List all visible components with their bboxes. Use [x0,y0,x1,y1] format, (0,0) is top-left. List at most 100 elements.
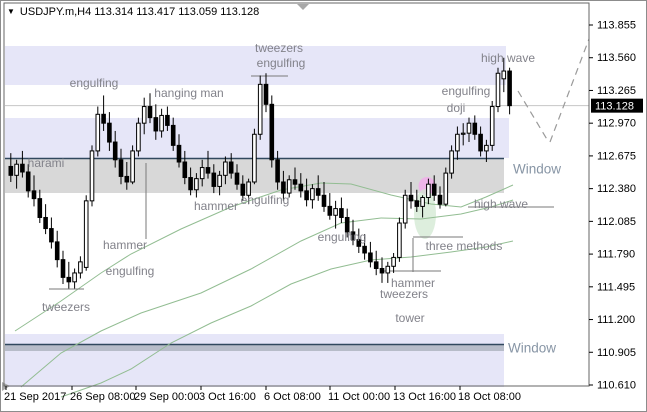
ma-medium-line [20,199,514,388]
pattern-label[interactable]: engulfing [318,230,367,244]
plot-frame [3,2,590,387]
candle-bull [194,178,199,191]
candle-bull [199,167,205,180]
candle-bear [281,181,286,194]
candle-bull [460,132,466,135]
candle-bull [426,183,431,199]
candle-bear [170,124,176,146]
candle-bear [54,241,60,261]
candle-bear [176,144,182,163]
time-axis-label[interactable]: 29 Sep 00:00 [134,391,199,403]
time-axis-label[interactable]: 13 Oct 16:00 [393,391,456,403]
pattern-label[interactable]: hammer [194,199,238,213]
candle-bear [292,179,298,185]
candle-bull [333,208,338,216]
symbol-dropdown-icon[interactable]: ▼ [7,7,15,16]
candle-bear [356,239,362,247]
price-axis-label: 112.380 [597,183,636,195]
candle-bear [275,159,280,183]
pattern-label[interactable]: engulfing [241,193,290,207]
pattern-label[interactable]: engulfing [106,264,155,278]
time-axis-label[interactable]: 21 Sep 2017 [4,391,66,403]
candle-bear [66,276,72,283]
price-axis-label: 113.560 [597,52,636,64]
time-axis-label[interactable]: 3 Oct 16:00 [199,391,256,403]
candle-bear [379,268,385,274]
pattern-label[interactable]: engulfing [70,76,119,90]
candle-bear [408,194,414,202]
candle-bull [420,197,425,207]
candle-bull [257,83,263,135]
pattern-label[interactable]: high wave [474,197,528,211]
candle-bull [246,181,251,196]
candle-bull [223,161,228,176]
candle-bear [315,188,321,196]
window-band-bottom-stripe [5,345,504,351]
candle-bear [118,159,124,177]
pattern-label[interactable]: engulfing [257,56,306,70]
candle-bear [228,161,234,174]
candle-bear [60,259,66,278]
candle-bull [310,188,315,201]
candle-bull [402,194,408,224]
candle-bull [391,256,396,267]
pattern-label[interactable]: tweezers [42,300,90,314]
price-axis-label: 113.265 [597,85,636,97]
projection-down[interactable] [517,90,549,142]
candle-bear [327,205,333,216]
candle-bull [489,106,495,146]
candle-bull [252,133,257,183]
pattern-label[interactable]: hammer [391,276,435,290]
pattern-label[interactable]: engulfing [442,84,491,98]
projection-up[interactable] [549,38,590,143]
chart-shift-marker[interactable] [297,4,309,10]
pattern-label[interactable]: three methods [426,239,503,253]
candle-bull [130,150,135,183]
time-axis-label[interactable]: 26 Sep 08:00 [70,391,135,403]
pattern-label[interactable]: tweezers [255,41,303,55]
candle-bull [495,72,501,108]
current-price-badge-text: 113.128 [595,101,634,113]
candle-bull [89,150,95,202]
price-axis-label: 111.790 [597,249,635,261]
time-axis-label[interactable]: 11 Oct 00:00 [328,391,390,403]
pattern-label[interactable]: high wave [481,51,535,65]
candle-bear [112,141,118,161]
candle-bull [501,70,507,80]
candle-bear [234,172,240,185]
candle-bear [373,261,379,270]
candle-bull [159,114,164,132]
candle-bear [298,183,304,192]
window-band-mid [5,118,509,158]
candle-bear [240,183,246,196]
symbol-header: ▼ USDJPY.m,H4 113.314 113.417 113.059 11… [7,6,259,18]
pattern-label[interactable]: hanging man [154,86,223,100]
window-label[interactable]: Window [513,162,561,177]
candle-bear [182,161,188,179]
candle-bear [362,245,367,254]
pattern-label[interactable]: tower [395,311,424,325]
candle-bear [368,252,373,263]
pattern-label[interactable]: harami [28,156,65,170]
candle-bear [124,175,130,183]
candle-bear [49,228,54,243]
window-label[interactable]: Window [508,341,556,356]
price-axis-label: 110.610 [597,380,636,392]
candle-bull [95,113,101,152]
candle-bear [20,163,25,173]
candle-bull [83,200,89,268]
candle-bear [43,216,48,230]
pattern-label[interactable]: doji [447,101,466,115]
pattern-label[interactable]: hammer [103,238,147,252]
symbol-ohlc-text: USDJPY.m,H4 113.314 113.417 113.059 113.… [19,6,260,18]
pattern-label[interactable]: tweezers [380,287,428,301]
time-axis-label[interactable]: 18 Oct 08:00 [458,391,521,403]
candle-bear [107,122,112,143]
candle-bear [507,70,512,107]
candle-bear [188,177,193,191]
candle-bull [484,144,489,152]
candle-bull [14,163,19,176]
time-axis-label[interactable]: 6 Oct 08:00 [264,391,321,403]
